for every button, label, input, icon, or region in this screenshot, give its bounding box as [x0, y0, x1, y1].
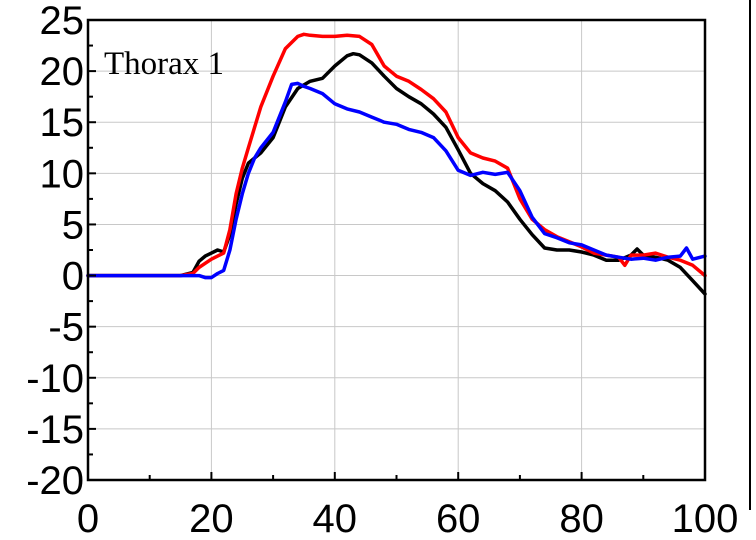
y-tick-labels: 25 20 15 10 5 0 -5 -10 -15 -20	[26, 0, 84, 503]
y-tick-label: -10	[26, 357, 84, 401]
chart-annotation: Thorax 1	[104, 46, 224, 82]
series-group	[86, 32, 707, 296]
y-tick-label: 25	[40, 0, 85, 43]
y-tick-label: 0	[62, 255, 84, 299]
x-tick-label: 60	[436, 497, 481, 540]
y-tick-label: 15	[40, 101, 85, 145]
series-line-3	[86, 81, 707, 280]
y-tick-label: 20	[40, 50, 85, 94]
y-tick-label: 10	[40, 152, 85, 196]
y-tick-label: -15	[26, 408, 84, 452]
x-tick-labels: 0 20 40 60 80 100	[77, 497, 739, 540]
axis-ticks	[87, 19, 706, 481]
y-tick-label: -20	[26, 459, 84, 503]
series-line-1	[86, 51, 707, 296]
x-tick-label: 40	[313, 497, 358, 540]
x-tick-label: 100	[672, 497, 739, 540]
y-tick-label: 5	[62, 203, 84, 247]
y-tick-label: -5	[48, 306, 84, 350]
x-tick-label: 20	[189, 497, 234, 540]
grid	[88, 20, 705, 480]
x-tick-label: 0	[77, 497, 99, 540]
x-tick-label: 80	[559, 497, 604, 540]
